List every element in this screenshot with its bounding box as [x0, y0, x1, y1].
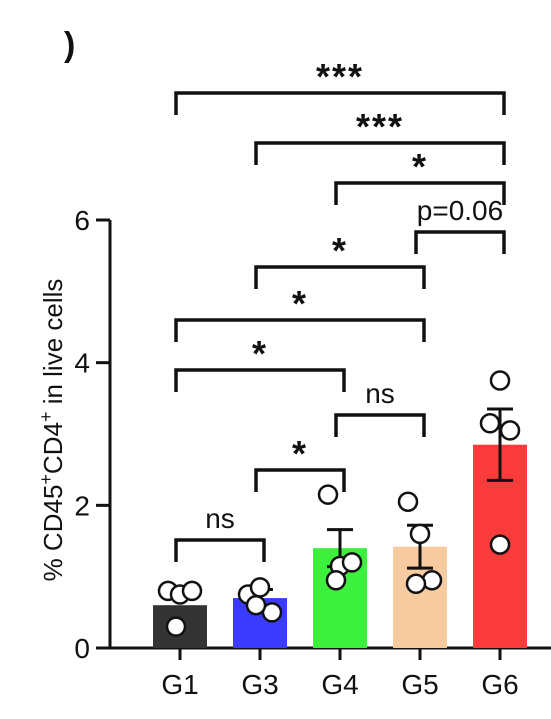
data-points [157, 370, 521, 637]
significance-bracket [414, 230, 506, 254]
significance-brackets: ns*ns***p=0.06******* [174, 56, 506, 562]
significance-label: *** [316, 56, 364, 97]
data-point [325, 569, 347, 591]
significance-label: * [252, 333, 268, 374]
significance-label: * [292, 433, 308, 474]
x-tick-label: G1 [161, 669, 198, 700]
significance-bracket [334, 181, 506, 205]
data-point [181, 580, 203, 602]
data-point [165, 616, 187, 637]
significance-bracket [254, 468, 346, 492]
x-tick-label: G5 [401, 669, 438, 700]
data-point [499, 420, 521, 441]
significance-bracket [174, 368, 346, 392]
significance-label: * [292, 283, 308, 324]
data-point [341, 552, 363, 573]
y-axis-label: % CD45+CD4+ in live cells [36, 279, 68, 582]
significance-bracket [334, 413, 426, 437]
significance-label: * [412, 146, 428, 187]
y-tick-label: 0 [74, 633, 90, 664]
data-point [317, 484, 339, 505]
significance-bracket [254, 141, 506, 165]
data-point [405, 573, 427, 595]
data-point [249, 577, 271, 598]
panel-label: ) [64, 26, 75, 64]
y-tick-label: 4 [74, 348, 90, 379]
significance-label: * [332, 230, 348, 271]
y-tick-label: 2 [74, 490, 90, 521]
data-point [479, 413, 501, 434]
data-point [489, 534, 511, 555]
data-point [245, 594, 267, 616]
significance-bracket [174, 91, 506, 115]
y-axis-label-part: CD4 [38, 422, 68, 474]
x-tick-label: G3 [241, 669, 278, 700]
significance-label: *** [356, 106, 404, 147]
data-point [397, 491, 419, 513]
significance-bracket [174, 538, 266, 562]
y-axis-label-part: + [36, 474, 56, 485]
data-point [489, 370, 511, 391]
y-axis-label-part: % CD45 [38, 485, 68, 582]
x-tick-label: G4 [321, 669, 358, 700]
y-axis-label-part: + [36, 412, 56, 423]
y-axis-label-part: in live cells [38, 279, 68, 412]
x-tick-label: G6 [481, 669, 518, 700]
significance-bracket [174, 318, 426, 342]
significance-label: ns [365, 378, 395, 409]
significance-label: ns [205, 503, 235, 534]
significance-label: p=0.06 [417, 195, 503, 226]
data-point [409, 523, 431, 545]
y-tick-label: 6 [74, 205, 90, 236]
significance-bracket [254, 265, 426, 289]
